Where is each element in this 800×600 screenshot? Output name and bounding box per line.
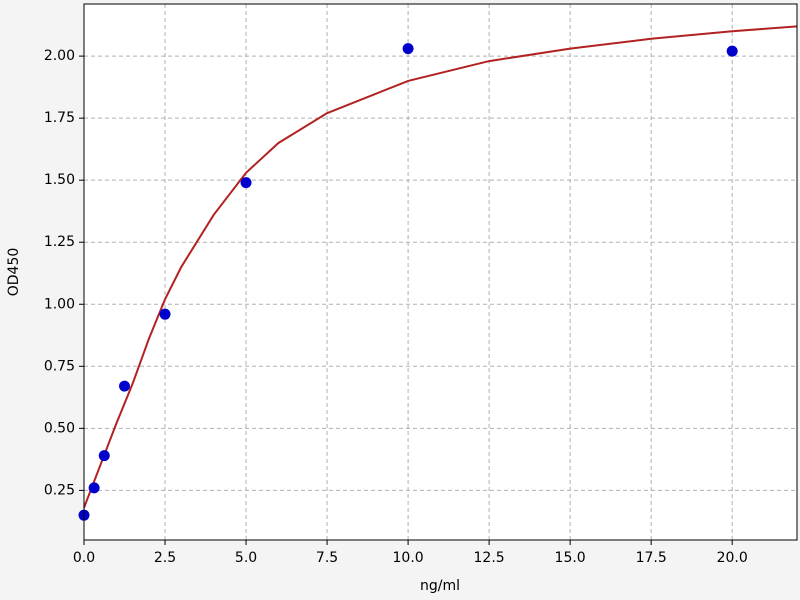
x-tick-label: 10.0 (393, 550, 424, 566)
data-point (119, 380, 131, 392)
fit-curve (83, 25, 798, 509)
x-tick-label: 7.5 (316, 550, 338, 566)
data-point (88, 482, 100, 494)
data-point (726, 45, 738, 57)
y-tick-label: 2.00 (44, 48, 75, 64)
x-tick-label: 0.0 (73, 550, 95, 566)
x-tick-label: 12.5 (474, 550, 505, 566)
plot-area (84, 4, 797, 540)
x-tick-label: 15.0 (555, 550, 586, 566)
x-tick-label: 5.0 (235, 550, 257, 566)
x-tick-label: 2.5 (154, 550, 176, 566)
y-tick-label: 0.25 (44, 482, 75, 498)
x-axis-label: ng/ml (420, 578, 460, 594)
x-tick-label: 17.5 (636, 550, 667, 566)
plot-frame (83, 3, 798, 541)
y-tick-label: 1.00 (44, 296, 75, 312)
y-tick-label: 1.25 (44, 234, 75, 250)
y-axis-label: OD450 (6, 248, 22, 297)
y-tick-label: 1.50 (44, 172, 75, 188)
data-point (159, 308, 171, 320)
y-tick-label: 0.50 (44, 420, 75, 436)
data-point (98, 450, 110, 462)
y-tick-label: 1.75 (44, 110, 75, 126)
y-tick-label: 0.75 (44, 358, 75, 374)
data-point (402, 43, 414, 55)
x-tick-label: 20.0 (717, 550, 748, 566)
data-point (240, 177, 252, 189)
